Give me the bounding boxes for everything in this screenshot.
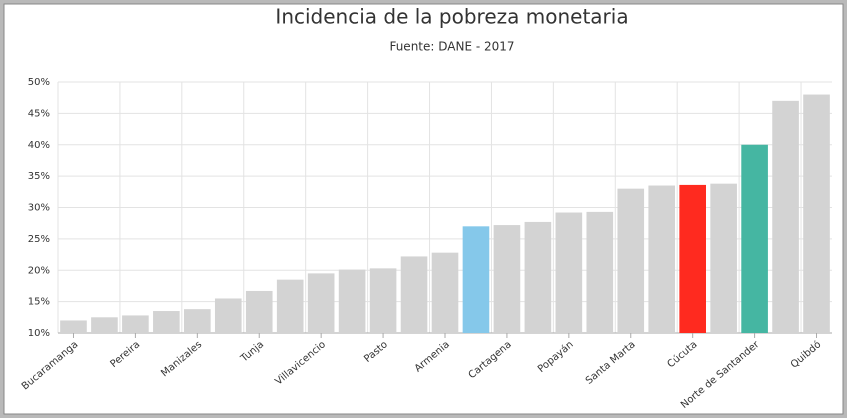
bar (617, 188, 645, 333)
bar (276, 279, 304, 333)
bar (245, 290, 273, 333)
bar (431, 252, 459, 333)
bar (153, 311, 180, 333)
bar (91, 317, 118, 333)
y-tick-label: 10% (28, 328, 50, 339)
bar (307, 273, 335, 333)
bar (803, 94, 830, 333)
y-tick-label: 35% (28, 171, 50, 182)
bar (214, 298, 242, 333)
bar (710, 183, 737, 333)
y-tick-label: 45% (28, 108, 50, 119)
y-tick-label: 40% (28, 140, 50, 151)
bar (741, 144, 768, 333)
bar (586, 211, 614, 333)
bar (555, 212, 583, 333)
chart-title: Incidencia de la pobreza monetaria (275, 5, 628, 29)
bar (493, 225, 521, 333)
bar (60, 320, 87, 333)
bar (462, 226, 490, 333)
bar (338, 269, 366, 333)
y-tick-label: 25% (28, 234, 50, 245)
bar (524, 221, 552, 333)
bar (122, 315, 149, 333)
bar (400, 256, 428, 333)
y-tick-label: 50% (28, 77, 50, 88)
y-tick-label: 20% (28, 265, 50, 276)
chart-subtitle: Fuente: DANE - 2017 (389, 40, 514, 54)
bar (679, 184, 706, 333)
bar (369, 268, 397, 333)
bar (772, 100, 799, 333)
y-tick-label: 30% (28, 203, 50, 214)
y-tick-label: 15% (28, 297, 50, 308)
bar (648, 185, 676, 333)
bar (184, 309, 211, 333)
